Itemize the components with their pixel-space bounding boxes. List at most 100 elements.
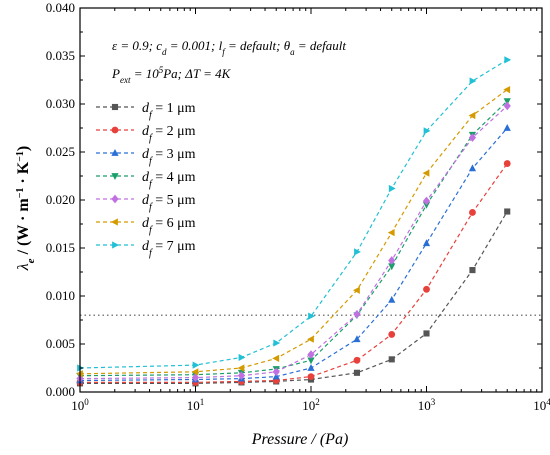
data-point [272,354,280,362]
legend-label: df = 2 μm [142,124,196,144]
legend: df = 1 μm df = 2 μm df = 3 μm df = 4 μm df =… [96,101,196,259]
annotation-conditions-sub: ext [120,75,131,85]
y-axis-title: λe / (W · m−1 · K−1) [15,146,38,272]
data-point [237,371,246,380]
data-point [469,267,476,274]
annotation-parameters: ε = 0.9; cd = 0.001; lf = default; θa = … [112,38,346,57]
legend-marker [111,103,119,111]
legend-marker [111,218,118,226]
legend-label: df = 3 μm [142,147,196,167]
series-layer [76,56,512,387]
legend-marker [112,241,119,249]
series-1 [76,208,511,387]
annotation-parameters-b: = 0.001; l [167,38,223,53]
data-point [503,160,511,167]
legend-item-1: df = 1 μm [96,101,196,121]
data-point [503,124,511,131]
series-line [79,100,508,377]
data-point [272,367,280,377]
data-point [273,339,281,347]
data-point [191,368,199,376]
x-tick-label: 104 [533,397,550,413]
data-point [353,286,360,294]
data-point [388,263,396,271]
data-point [469,209,476,216]
data-point [237,364,245,372]
annotation-conditions-b: = 10 [130,66,159,81]
y-tick-label: 0.000 [46,384,75,399]
legend-label: df = 7 μm [142,239,196,259]
annotation-parameters-a: ε = 0.9; c [112,38,162,53]
legend-item-4: df = 4 μm [96,170,196,190]
data-point [238,353,246,362]
y-tick-label: 0.030 [46,96,75,111]
annotation-conditions-c: Pa; ΔT = 4K [162,66,231,81]
data-point [469,77,477,85]
data-point [307,373,315,381]
series-line [80,211,508,384]
x-tick-label: 102 [302,397,320,413]
series-5 [76,101,511,383]
y-tick-label: 0.025 [46,144,75,159]
x-tick-label: 101 [187,397,205,413]
legend-label: df = 6 μm [142,216,196,236]
data-point [388,295,396,303]
legend-item-2: df = 2 μm [96,124,196,144]
annotation-conditions: Pext = 105Pa; ΔT = 4K [111,65,232,85]
data-point [422,169,430,177]
data-point [354,248,361,256]
data-point [468,164,477,172]
y-tick-label: 0.035 [46,48,75,63]
data-point [388,184,396,193]
legend-label: df = 4 μm [142,170,196,190]
annotation-parameters-sub-a: d [162,47,167,57]
data-point [504,56,512,64]
data-point [423,330,430,337]
axis-layer: 0.000 0.005 0.010 0.015 0.020 0.025 0.030 0.035… [46,0,550,413]
data-point [307,335,314,343]
annotation-parameters-sub-c: a [290,47,295,57]
data-point [468,111,476,120]
annotation-parameters-sub-b: f [222,47,226,57]
legend-marker [111,149,119,156]
legend-marker [111,126,119,134]
data-point [388,356,395,363]
data-point [353,335,361,343]
annotation-parameters-c: = default; θ [225,38,291,53]
y-axis-unit-close: ) [15,146,32,151]
data-point [388,256,396,265]
x-axis-title: Pressure / (Pa) [251,431,349,448]
y-axis-unit-open: / (W · m [15,198,32,259]
legend-item-5: df = 5 μm [96,193,196,213]
y-tick-label: 0.015 [46,240,75,255]
data-point [191,373,200,382]
data-point [387,229,395,237]
data-point [422,239,431,247]
y-axis-unit-exp1: −1 [15,188,26,199]
data-point [308,312,315,320]
series-line [80,163,508,383]
y-tick-label: 0.005 [46,336,75,351]
series-line [79,127,508,382]
legend-item-6: df = 6 μm [96,216,196,236]
y-axis-unit-exp2: −1 [15,151,26,162]
annotation-conditions-a: P [111,66,120,81]
data-point [353,369,361,376]
y-tick-label: 0.040 [46,0,75,15]
data-point [307,350,315,359]
series-line [79,89,508,375]
y-tick-label: 0.020 [46,192,75,207]
data-point [353,309,361,319]
data-point [423,127,431,135]
series-line [79,59,508,369]
data-point [468,133,477,142]
data-point [307,364,315,371]
annotation-conditions-sup: 5 [159,65,164,75]
legend-item-7: df = 7 μm [96,239,196,259]
x-tick-label: 103 [418,397,436,413]
legend-item-3: df = 3 μm [96,147,196,167]
data-point [307,357,315,365]
y-axis-unit-mid: · K [15,161,32,187]
data-point [422,201,431,209]
legend-label: df = 5 μm [142,193,196,213]
